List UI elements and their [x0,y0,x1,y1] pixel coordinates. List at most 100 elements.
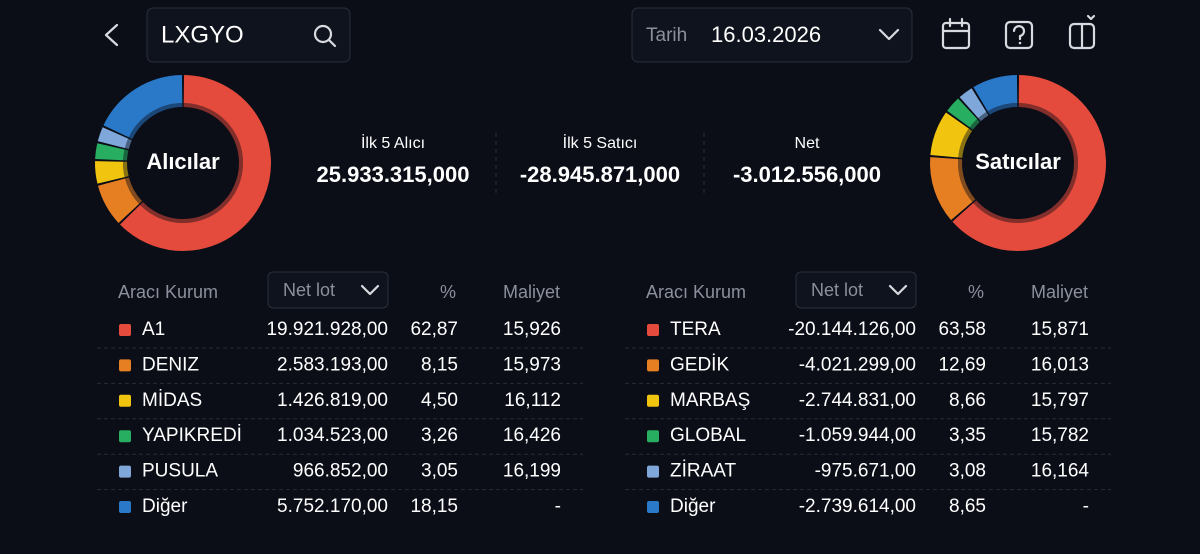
cost: - [1083,496,1089,517]
net-lot: 966.852,00 [293,461,388,482]
broker-name: TERA [670,319,721,340]
cost: 15,797 [1031,390,1089,411]
donut-inner-ring [128,103,183,140]
column-header: Maliyet [503,282,560,302]
donut-segment [959,88,987,119]
percent: 62,87 [410,319,458,340]
legend-swatch [119,394,131,407]
legend-swatch [647,394,659,407]
dropdown-chevron [888,284,908,296]
legend-swatch [119,430,131,443]
legend-swatch [119,324,131,336]
legend-swatch [119,501,131,513]
date-chevron [878,28,900,41]
percent: 4,50 [421,390,458,411]
cost: 15,871 [1031,319,1089,340]
donut-inner-ring [958,128,973,158]
net-lot: 1.034.523,00 [277,425,388,446]
donut-segment [103,75,183,138]
donut-segment [95,143,125,161]
cost: 15,973 [503,354,561,375]
donut-segment [930,112,970,159]
search-icon-handle [327,38,337,48]
calendar-button[interactable] [941,17,971,50]
donut-segment [120,75,271,251]
cost: - [555,496,561,517]
date-label: Tarih [646,25,687,46]
net-lot: 1.426.819,00 [277,390,388,411]
net-lot: -4.021.299,00 [799,354,916,375]
net-lot: 19.921.928,00 [266,319,388,340]
percent: 18,15 [410,496,458,517]
summary-value: -28.945.871,000 [520,162,680,187]
legend-swatch [647,324,659,336]
cost: 16,112 [504,390,561,411]
donut-inner-ring [958,158,976,202]
donut-inner-ring [978,112,989,122]
net-lot: -975.671,00 [815,461,916,482]
sort-dropdown[interactable] [267,271,389,309]
date-picker[interactable] [631,7,913,63]
donut-inner-ring [125,177,143,204]
donut-segment [973,75,1018,112]
net-lot: -2.744.831,00 [799,390,916,411]
donut-segment [97,177,140,223]
layout-button[interactable] [1068,14,1096,50]
column-header: Aracı Kurum [118,282,218,302]
net-lot: 5.752.170,00 [277,496,388,517]
broker-name: Diğer [142,496,188,517]
calendar-icon [941,21,971,50]
percent: 3,35 [949,425,986,446]
legend-swatch [119,465,131,478]
column-header: Net lot [283,280,335,300]
summary-value: -3.012.556,000 [733,162,881,187]
donut-title: Satıcılar [975,149,1061,174]
percent: 3,26 [421,425,458,446]
cost: 15,926 [503,319,561,340]
legend-swatch [647,359,659,372]
cost: 16,199 [503,461,561,482]
cost: 15,782 [1031,425,1089,446]
broker-name: GEDİK [670,354,729,375]
legend-swatch [119,359,131,372]
percent: 8,15 [421,354,458,375]
layout-icon-arrow [1086,14,1096,21]
summary-label: İlk 5 Alıcı [361,133,425,152]
cost: 16,426 [503,425,561,446]
date: 16.03.2026 [711,22,821,47]
broker-name: GLOBAL [670,425,746,446]
percent: 8,66 [949,390,986,411]
column-header: % [440,282,456,302]
sort-dropdown[interactable] [795,271,917,309]
column-header: % [968,282,984,302]
donut-hole [963,108,1073,218]
donut-title: Alıcılar [146,149,220,174]
broker-name: MARBAŞ [670,390,750,411]
back-button[interactable] [104,23,119,47]
net-lot: -20.144.126,00 [788,319,916,340]
summary-label: Net [795,135,820,152]
search-icon[interactable] [313,24,333,44]
search-box[interactable] [146,7,351,63]
net-lot: -2.739.614,00 [799,496,916,517]
percent: 3,05 [421,461,458,482]
donut-hole [128,108,238,218]
donut-inner-ring [973,103,1078,223]
donut-segment [952,75,1106,251]
donut-segment [97,127,129,149]
donut-inner-ring [969,119,980,130]
column-header: Net lot [811,280,863,300]
broker-name: Diğer [670,496,716,517]
column-header: Maliyet [1031,282,1088,302]
dropdown-chevron [360,284,380,296]
net-lot: -1.059.944,00 [799,425,916,446]
net-lot: 2.583.193,00 [277,354,388,375]
percent: 12,69 [938,354,986,375]
broker-name: DENIZ [142,354,199,375]
legend-swatch [647,465,659,478]
donut-inner-ring [140,103,243,223]
help-icon-dot [1018,41,1022,45]
legend-swatch [647,430,659,443]
donut-inner-ring [123,161,129,178]
help-button[interactable] [1004,20,1034,50]
